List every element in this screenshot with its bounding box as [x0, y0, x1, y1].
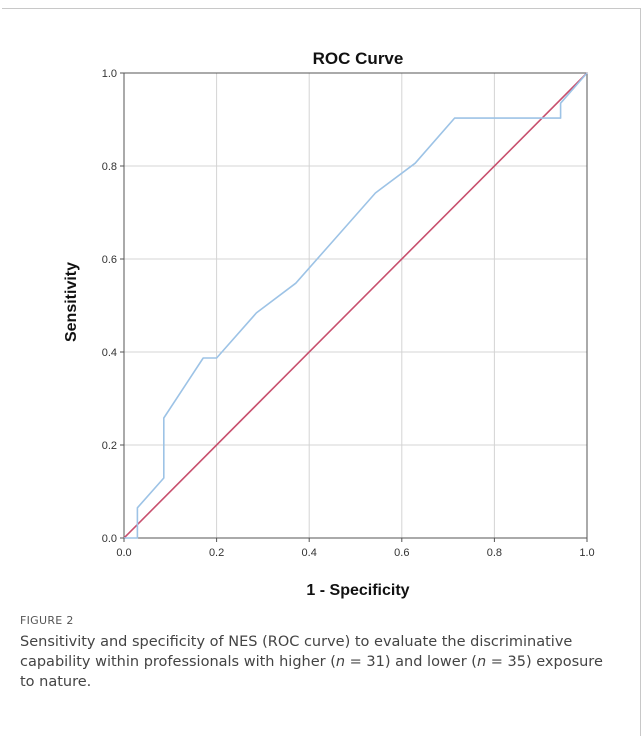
x-tick-label: 0.4 [302, 547, 317, 559]
y-tick-label: 0.4 [102, 347, 117, 359]
caption-n-symbol-2: n [476, 654, 487, 670]
figure-caption: Sensitivity and specificity of NES (ROC … [20, 632, 620, 692]
series-group [123, 72, 588, 539]
y-tick-label: 0.2 [102, 440, 117, 452]
x-tick-label: 0.0 [116, 547, 131, 559]
x-tick-label: 0.6 [394, 547, 409, 559]
x-tick-label: 0.8 [487, 547, 502, 559]
figure-frame [2, 8, 641, 736]
reference-diagonal-line [123, 72, 588, 539]
chart-title: ROC Curve [313, 49, 404, 68]
roc-chart: ROC Curve 0.0 0.2 0.4 0.6 0.8 1.0 0.00.20.40.… [63, 49, 595, 599]
grid-lines [124, 73, 587, 538]
caption-part-3: = 35) exposure to nature. [20, 654, 603, 690]
y-tick-label: 0.8 [102, 161, 117, 173]
y-axis-ticks: 0.0 0.2 0.4 0.6 0.8 1.0 [102, 68, 124, 545]
y-axis-label: Sensitivity [63, 262, 80, 342]
x-tick-label: 1.0 [579, 547, 594, 559]
y-tick-label: 0.0 [102, 533, 117, 545]
roc-curve-line [124, 72, 588, 539]
x-tick-label: 0.2 [209, 547, 224, 559]
figure-label: FIGURE 2 [20, 614, 74, 627]
caption-n-symbol-1: n [335, 654, 346, 670]
caption-part-1: Sensitivity and specificity of NES (ROC … [20, 634, 573, 670]
y-tick-label: 0.6 [102, 254, 117, 266]
x-axis-label: 1 - Specificity [306, 582, 409, 599]
caption-part-2: = 31) and lower ( [345, 654, 477, 670]
plot-area [123, 72, 588, 539]
y-tick-label: 1.0 [102, 68, 117, 80]
x-axis-ticks: 0.0 0.2 0.4 0.6 0.8 1.0 [116, 538, 595, 559]
